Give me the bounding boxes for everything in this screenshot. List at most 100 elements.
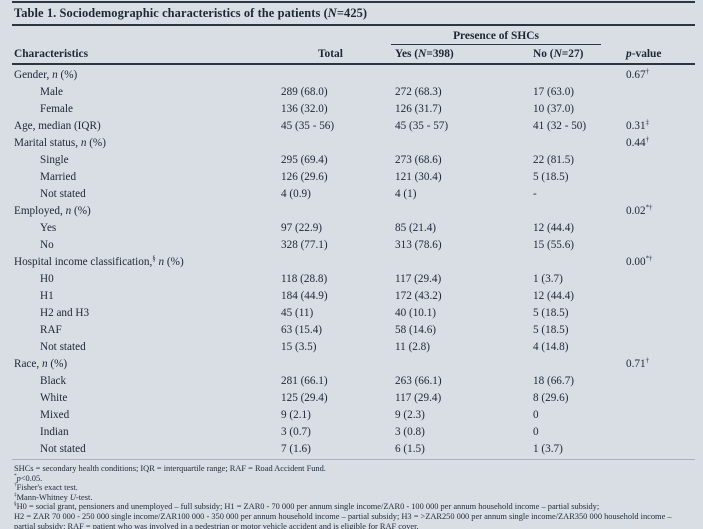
table-row: Employed, n (%) 0.02*† bbox=[12, 202, 695, 219]
footnote-line: H2 = ZAR 70 000 - 250 000 single income/… bbox=[14, 511, 672, 521]
yes-cell: 40 (10.1) bbox=[395, 306, 437, 319]
table-container: Table 1. Sociodemographic characteristic… bbox=[12, 0, 695, 529]
table-row: Female 136 (32.0) 126 (31.7) 10 (37.0) bbox=[12, 100, 695, 117]
yes-cell: 273 (68.6) bbox=[395, 153, 442, 166]
no-cell: 5 (18.5) bbox=[533, 170, 569, 183]
total-cell: 7 (1.6) bbox=[281, 442, 311, 455]
table-body: Gender, n (%) 0.67† Male 289 (68.0) 272 (68.… bbox=[12, 65, 695, 459]
characteristic-label: Age, median (IQR) bbox=[14, 119, 101, 132]
table-row: Indian 3 (0.7) 3 (0.8) 0 bbox=[12, 423, 695, 440]
footnote-line: †Fisher's exact test. bbox=[14, 482, 78, 493]
characteristic-label: Gender, n (%) bbox=[14, 68, 78, 81]
total-cell: 45 (11) bbox=[281, 306, 314, 319]
yes-cell: 3 (0.8) bbox=[395, 425, 425, 438]
total-cell: 15 (3.5) bbox=[281, 340, 317, 353]
yes-cell: 45 (35 - 57) bbox=[395, 119, 449, 132]
total-cell: 118 (28.8) bbox=[281, 272, 328, 285]
total-cell: 4 (0.9) bbox=[281, 187, 311, 200]
table-title: Table 1. Sociodemographic characteristic… bbox=[14, 6, 368, 20]
characteristic-label: H2 and H3 bbox=[40, 306, 90, 319]
yes-cell: 313 (78.6) bbox=[395, 238, 442, 251]
no-cell: 5 (18.5) bbox=[533, 323, 569, 336]
table-row: Male 289 (68.0) 272 (68.3) 17 (63.0) bbox=[12, 83, 695, 100]
characteristic-label: Indian bbox=[40, 425, 69, 438]
table-row: H2 and H3 45 (11) 40 (10.1) 5 (18.5) bbox=[12, 304, 695, 321]
table-row: Single 295 (69.4) 273 (68.6) 22 (81.5) bbox=[12, 151, 695, 168]
total-cell: 97 (22.9) bbox=[281, 221, 323, 234]
total-cell: 328 (77.1) bbox=[281, 238, 328, 251]
no-cell: 0 bbox=[533, 425, 539, 438]
no-cell: 0 bbox=[533, 408, 539, 421]
table-row: No 328 (77.1) 313 (78.6) 15 (55.6) bbox=[12, 236, 695, 253]
no-cell: - bbox=[533, 187, 537, 200]
characteristic-label: White bbox=[40, 391, 68, 404]
characteristic-label: Not stated bbox=[40, 187, 86, 200]
column-header-yes: Yes (N=398) bbox=[395, 48, 454, 60]
table-row: Marital status, n (%) 0.44† bbox=[12, 134, 695, 151]
table-row: Not stated 7 (1.6) 6 (1.5) 1 (3.7) bbox=[12, 440, 695, 457]
yes-cell: 126 (31.7) bbox=[395, 102, 442, 115]
yes-cell: 263 (66.1) bbox=[395, 374, 442, 387]
table-top-rule bbox=[12, 1, 695, 3]
column-header-pvalue: p-value bbox=[626, 48, 662, 60]
characteristic-label: Employed, n (%) bbox=[14, 204, 91, 217]
characteristic-label: Marital status, n (%) bbox=[14, 136, 106, 149]
table-row: H1 184 (44.9) 172 (43.2) 12 (44.4) bbox=[12, 287, 695, 304]
yes-cell: 172 (43.2) bbox=[395, 289, 442, 302]
no-cell: 22 (81.5) bbox=[533, 153, 575, 166]
pvalue-cell: 0.44† bbox=[626, 134, 650, 149]
title-rule bbox=[12, 24, 695, 26]
total-cell: 63 (15.4) bbox=[281, 323, 323, 336]
characteristic-label: RAF bbox=[40, 323, 62, 336]
no-cell: 5 (18.5) bbox=[533, 306, 569, 319]
table-row: Not stated 4 (0.9) 4 (1) - bbox=[12, 185, 695, 202]
table-row: Mixed 9 (2.1) 9 (2.3) 0 bbox=[12, 406, 695, 423]
characteristic-label: Black bbox=[40, 374, 67, 387]
characteristic-label: H1 bbox=[40, 289, 54, 302]
column-header-total: Total bbox=[318, 48, 343, 60]
characteristic-label: Male bbox=[40, 85, 63, 98]
total-cell: 45 (35 - 56) bbox=[281, 119, 335, 132]
column-header-row: Characteristics Total Yes (N=398) No (N=… bbox=[12, 45, 695, 63]
table-row: Black 281 (66.1) 263 (66.1) 18 (66.7) bbox=[12, 372, 695, 389]
spanner-header-row: Presence of SHCs bbox=[12, 26, 695, 45]
table-row: Gender, n (%) 0.67† bbox=[12, 66, 695, 83]
pvalue-cell: 0.00*† bbox=[626, 253, 653, 268]
characteristic-label: Yes bbox=[40, 221, 57, 234]
header-rule bbox=[12, 63, 695, 65]
table-row: Age, median (IQR) 45 (35 - 56) 45 (35 - 57… bbox=[12, 117, 695, 134]
characteristic-label: Not stated bbox=[40, 442, 86, 455]
yes-cell: 117 (29.4) bbox=[395, 391, 442, 404]
table-row: RAF 63 (15.4) 58 (14.6) 5 (18.5) bbox=[12, 321, 695, 338]
total-cell: 184 (44.9) bbox=[281, 289, 328, 302]
no-cell: 1 (3.7) bbox=[533, 442, 563, 455]
yes-cell: 6 (1.5) bbox=[395, 442, 425, 455]
no-cell: 10 (37.0) bbox=[533, 102, 575, 115]
table-row: Yes 97 (22.9) 85 (21.4) 12 (44.4) bbox=[12, 219, 695, 236]
table-row: Not stated 15 (3.5) 11 (2.8) 4 (14.8) bbox=[12, 338, 695, 355]
footnote-line: partial subsidy; RAF = patient who was i… bbox=[14, 521, 419, 529]
yes-cell: 272 (68.3) bbox=[395, 85, 442, 98]
table-bottom-rule bbox=[12, 459, 695, 460]
no-cell: 8 (29.6) bbox=[533, 391, 569, 404]
footnote-line: §H0 = social grant, pensioners and unemp… bbox=[14, 501, 600, 512]
no-cell: 4 (14.8) bbox=[533, 340, 569, 353]
total-cell: 289 (68.0) bbox=[281, 85, 328, 98]
column-header-no: No (N=27) bbox=[533, 48, 584, 60]
table-row: Race, n (%) 0.71† bbox=[12, 355, 695, 372]
footnote-line: SHCs = secondary health conditions; IQR … bbox=[14, 464, 326, 473]
table-row: Married 126 (29.6) 121 (30.4) 5 (18.5) bbox=[12, 168, 695, 185]
yes-cell: 11 (2.8) bbox=[395, 340, 431, 353]
total-cell: 9 (2.1) bbox=[281, 408, 311, 421]
pvalue-cell: 0.31‡ bbox=[626, 117, 650, 132]
characteristic-label: No bbox=[40, 238, 54, 251]
characteristic-label: Mixed bbox=[40, 408, 70, 421]
total-cell: 295 (69.4) bbox=[281, 153, 328, 166]
no-cell: 15 (55.6) bbox=[533, 238, 575, 251]
no-cell: 17 (63.0) bbox=[533, 85, 575, 98]
pvalue-cell: 0.71† bbox=[626, 355, 650, 370]
column-header-characteristics: Characteristics bbox=[14, 48, 89, 60]
no-cell: 12 (44.4) bbox=[533, 221, 575, 234]
total-cell: 126 (29.6) bbox=[281, 170, 328, 183]
